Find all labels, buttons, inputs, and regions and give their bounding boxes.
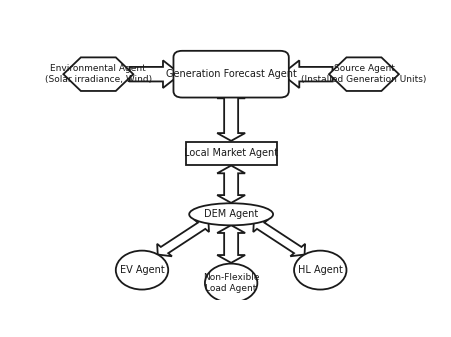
Text: Local Market Agent: Local Market Agent: [184, 148, 278, 158]
Polygon shape: [217, 91, 245, 141]
Text: Non-Flexible
Load Agent: Non-Flexible Load Agent: [203, 273, 259, 293]
Polygon shape: [217, 165, 245, 203]
Polygon shape: [130, 60, 180, 88]
Text: Source Agent
(Installed Generation Units): Source Agent (Installed Generation Units…: [301, 64, 427, 84]
Polygon shape: [217, 225, 245, 263]
Circle shape: [294, 251, 346, 289]
Text: EV Agent: EV Agent: [120, 265, 164, 275]
FancyBboxPatch shape: [186, 142, 276, 165]
Ellipse shape: [189, 203, 273, 225]
Text: DEM Agent: DEM Agent: [204, 209, 258, 219]
Text: HL Agent: HL Agent: [298, 265, 343, 275]
Circle shape: [116, 251, 168, 289]
Polygon shape: [253, 219, 305, 256]
Text: Environmental Agent
(Solar irradiance, Wind): Environmental Agent (Solar irradiance, W…: [45, 64, 152, 84]
Polygon shape: [157, 219, 209, 256]
Text: Generation Forecast Agent: Generation Forecast Agent: [166, 69, 297, 79]
Polygon shape: [282, 60, 332, 88]
FancyBboxPatch shape: [174, 51, 289, 97]
Circle shape: [205, 264, 258, 303]
Polygon shape: [63, 57, 133, 91]
Polygon shape: [329, 57, 399, 91]
